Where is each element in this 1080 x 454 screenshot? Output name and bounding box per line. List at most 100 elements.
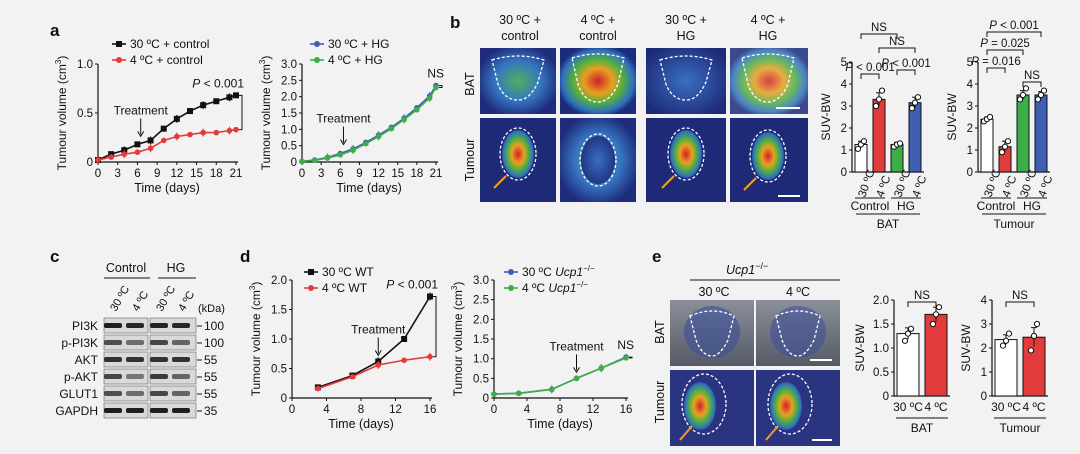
- data-point: [1027, 347, 1035, 354]
- e-genotype-title: Ucp1−/−: [726, 261, 768, 277]
- data-point: [908, 105, 916, 112]
- blot-band: [126, 374, 144, 379]
- treatment-label: Treatment: [549, 339, 604, 353]
- y-tick-label: 3.0: [281, 59, 297, 71]
- e-tumour-image-4c: [756, 370, 840, 446]
- y-tick-label: 3: [841, 101, 847, 113]
- chart-d1-tumour-volume-wt: 0 4 8 12 16 0 0.5 1.0 1.5 2.0 Time (days) Tumour vo…: [248, 265, 438, 431]
- stat-label: P < 0.001: [989, 20, 1039, 32]
- data-point: [935, 304, 943, 311]
- y-tick-label: 2: [981, 343, 987, 355]
- b-tumour-image-4c-control: [560, 118, 636, 202]
- x-tick-label: 6: [337, 168, 343, 180]
- y-tick-label: 0: [841, 167, 847, 179]
- data-point: [1033, 320, 1041, 328]
- legend-label: 30 ºC Ucp1−/−: [522, 264, 595, 279]
- legend-marker: [314, 57, 320, 63]
- y-tick-label: 1.0: [281, 124, 297, 136]
- data-point: [1001, 143, 1009, 150]
- y-axis-label: Tumour volume (cm3): [450, 282, 465, 397]
- group-caption: Tumour: [994, 217, 1035, 231]
- data-point: [1040, 87, 1048, 94]
- y-tick-label: 2.0: [873, 295, 889, 307]
- data-point: [1037, 91, 1045, 99]
- data-point: [233, 92, 239, 99]
- data-point: [1022, 85, 1030, 92]
- data-point: [878, 87, 886, 94]
- b-row-tumour: Tumour: [463, 139, 477, 182]
- panel-e-images: Ucp1−/− 30 ºC 4 ºC BAT Tumour: [653, 261, 840, 446]
- blot-band: [150, 357, 168, 362]
- data-point: [1016, 96, 1024, 103]
- y-tick-label: 1: [981, 367, 987, 379]
- x-tick-label: 4 ºC: [911, 174, 930, 199]
- b-col1-line2: control: [501, 29, 539, 43]
- blot-band: [150, 391, 168, 396]
- x-tick-label: 4 ºC: [1001, 174, 1020, 199]
- treatment-arrowhead: [374, 350, 382, 357]
- data-point: [160, 137, 167, 144]
- y-tick-label: 0.5: [77, 108, 93, 120]
- group-caption: BAT: [877, 217, 900, 231]
- b-col2-line2: control: [579, 29, 617, 43]
- data-point: [1030, 332, 1038, 340]
- c-group-control: Control: [106, 261, 146, 275]
- blot-band: [150, 408, 168, 413]
- blot-band: [150, 374, 168, 379]
- blot-band: [150, 323, 168, 328]
- y-axis-label: SUV-BW: [959, 324, 973, 372]
- e-bat-image-4c: [756, 300, 840, 366]
- x-tick-label: 0: [299, 168, 305, 180]
- chart-e-bat-suv: 0 0.5 1.0 1.5 2.0 SUV-BW 30 ºC 4 ºC BAT NS: [853, 290, 950, 435]
- y-tick-label: 0: [87, 157, 93, 169]
- treatment-arrowhead: [137, 131, 145, 138]
- x-tick-label: 18: [410, 168, 423, 180]
- data-point: [929, 320, 937, 328]
- stat-label: NS: [914, 290, 930, 302]
- c-kda-label: (kDa): [198, 303, 225, 315]
- data-point: [349, 373, 356, 380]
- data-point: [363, 140, 369, 147]
- kda-marker: 55: [204, 370, 218, 384]
- y-tick-label: 0: [483, 393, 489, 405]
- series-line-0: [317, 296, 431, 389]
- data-point: [315, 385, 321, 392]
- b-tumour-image-30c-hg: [646, 118, 726, 202]
- bar-1: [872, 98, 886, 173]
- group-label: Control: [851, 199, 890, 213]
- x-tick-label: 9: [356, 168, 362, 180]
- kda-marker: 55: [204, 387, 218, 401]
- data-point: [414, 106, 420, 113]
- data-point: [108, 151, 115, 158]
- blot-band: [172, 408, 190, 413]
- y-tick-label: 1.0: [473, 354, 489, 366]
- b-bat-image-4c-hg: [730, 48, 808, 114]
- blot-band: [104, 340, 122, 345]
- blot-band: [104, 323, 122, 328]
- c-lane-4: 4 ºC: [176, 289, 197, 313]
- kda-marker: 100: [204, 319, 224, 333]
- blot-band: [104, 374, 122, 379]
- kda-marker: 100: [204, 336, 224, 350]
- data-point: [401, 336, 408, 342]
- y-tick-label: 2.0: [281, 92, 297, 104]
- series-line-1: [493, 357, 627, 395]
- x-tick-label: 3: [318, 168, 324, 180]
- stat-bracket: [986, 67, 1006, 73]
- legend-marker: [116, 41, 122, 47]
- data-point: [401, 357, 407, 364]
- data-point: [896, 140, 904, 147]
- y-axis-label: Tumour volume (cm3): [54, 56, 69, 171]
- blot-band: [126, 408, 144, 413]
- y-tick-label: 1: [967, 145, 973, 157]
- blot-protein-label: GLUT1: [59, 387, 98, 401]
- data-point: [1004, 138, 1012, 145]
- blot-protein-label: p-AKT: [64, 370, 99, 384]
- data-point: [901, 337, 909, 344]
- blot-band: [126, 391, 144, 396]
- x-tick-label: 21: [430, 168, 443, 180]
- b-col4-line2: HG: [759, 29, 778, 43]
- data-point: [1005, 330, 1013, 337]
